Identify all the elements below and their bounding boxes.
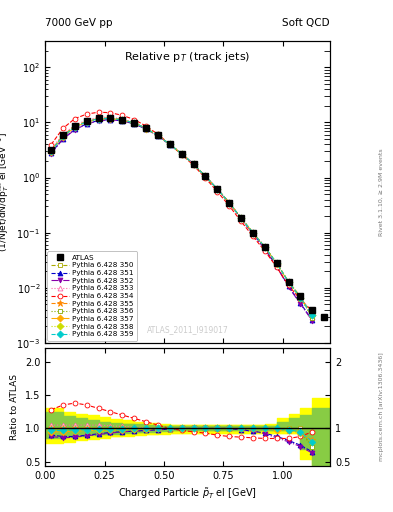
Y-axis label: (1/Njet)dN/dp$_T^{\rm rel}$ el [GeV$^{-1}$]: (1/Njet)dN/dp$_T^{\rm rel}$ el [GeV$^{-1… xyxy=(0,132,11,252)
Text: ATLAS_2011_I919017: ATLAS_2011_I919017 xyxy=(147,325,229,334)
Text: Relative p$_T$ (track jets): Relative p$_T$ (track jets) xyxy=(125,50,251,64)
Text: 7000 GeV pp: 7000 GeV pp xyxy=(45,18,113,28)
X-axis label: Charged Particle $\tilde{p}_T$ el [GeV]: Charged Particle $\tilde{p}_T$ el [GeV] xyxy=(118,486,257,501)
Text: Rivet 3.1.10, ≥ 2.9M events: Rivet 3.1.10, ≥ 2.9M events xyxy=(379,148,384,236)
Legend: ATLAS, Pythia 6.428 350, Pythia 6.428 351, Pythia 6.428 352, Pythia 6.428 353, P: ATLAS, Pythia 6.428 350, Pythia 6.428 35… xyxy=(48,251,137,341)
Text: Soft QCD: Soft QCD xyxy=(283,18,330,28)
Y-axis label: Ratio to ATLAS: Ratio to ATLAS xyxy=(10,374,19,440)
Text: mcplots.cern.ch [arXiv:1306.3436]: mcplots.cern.ch [arXiv:1306.3436] xyxy=(379,353,384,461)
